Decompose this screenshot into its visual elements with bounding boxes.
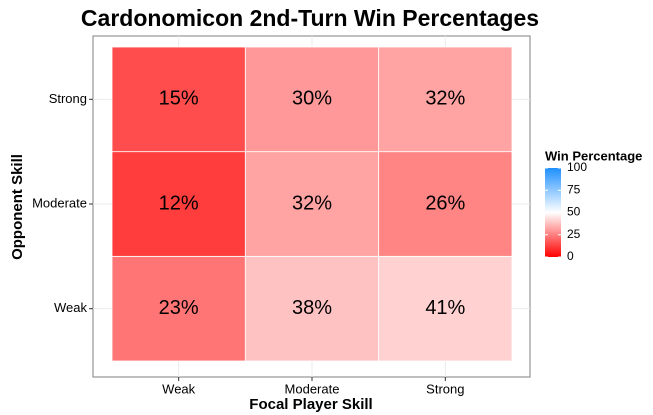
y-tick-label: Strong <box>49 91 87 106</box>
heat-cell <box>378 151 513 257</box>
colorbar-tick-label: 50 <box>567 205 581 219</box>
x-tick-label: Weak <box>162 381 195 396</box>
x-tick-label: Moderate <box>285 381 340 396</box>
colorbar-tick-label: 100 <box>567 160 587 174</box>
heat-cell <box>378 46 513 153</box>
y-axis-label: Opponent Skill <box>9 154 26 260</box>
cell-label: 26% <box>425 192 465 214</box>
colorbar-tick-label: 25 <box>567 227 581 241</box>
chart-title: Cardonomicon 2nd-Turn Win Percentages <box>81 5 539 31</box>
heat-cell <box>244 151 380 257</box>
cell-label: 38% <box>292 297 332 319</box>
colorbar-tick-label: 0 <box>567 249 574 263</box>
cell-label: 12% <box>159 192 199 214</box>
x-axis-label: Focal Player Skill <box>249 396 372 413</box>
cell-label: 30% <box>292 88 332 110</box>
y-tick-label: Moderate <box>32 195 87 210</box>
cell-label: 23% <box>159 297 199 319</box>
colorbar <box>545 168 561 257</box>
heat-cell <box>111 46 246 153</box>
cell-label: 32% <box>292 192 332 214</box>
y-tick-label: Weak <box>54 300 87 315</box>
heat-cell <box>244 46 380 153</box>
cell-label: 41% <box>425 297 465 319</box>
heat-cell <box>111 151 246 257</box>
heat-cell <box>111 255 246 362</box>
x-tick-label: Strong <box>426 381 464 396</box>
cell-label: 32% <box>425 88 465 110</box>
colorbar-tick-label: 75 <box>567 182 581 196</box>
legend-title: Win Percentage <box>545 148 642 163</box>
cell-label: 15% <box>159 88 199 110</box>
